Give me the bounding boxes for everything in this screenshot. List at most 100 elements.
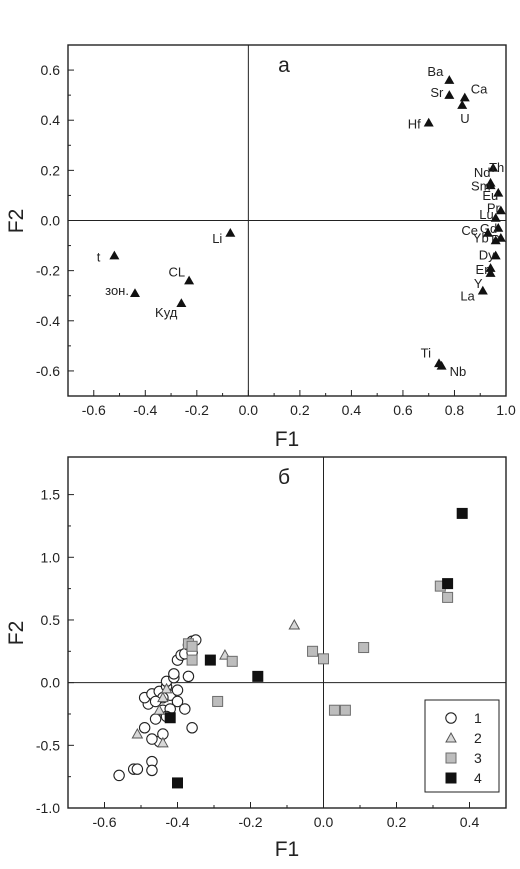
x-axis-title-b: F1 <box>275 838 300 861</box>
series-1-point <box>179 703 191 715</box>
point-kуд <box>176 298 187 307</box>
point-label-la: La <box>460 289 475 304</box>
series-1-point <box>149 713 162 725</box>
panel-letter-b: б <box>278 466 290 489</box>
y-tick-label: 1.5 <box>41 487 61 503</box>
point-u <box>457 100 468 109</box>
series-2-point <box>153 704 166 715</box>
x-tick-label: 0.8 <box>445 402 465 418</box>
x-tick-label: 0.4 <box>460 814 480 830</box>
panel-b: -0.6 -0.4 -0.2 0.0 0.2 0.4 1.5 1.0 0.5 0.0 -0.5 -1.… <box>5 456 507 861</box>
point-yb <box>490 235 501 245</box>
series-3-point <box>212 695 224 707</box>
point-label-eu: Eu <box>482 188 498 203</box>
points-a: BaCaSrUHfThNdSmEuPrLuGdCePYbDyErYLaTiNbL… <box>97 64 506 379</box>
point-label-ba: Ba <box>427 64 444 79</box>
series-4-point <box>164 712 176 724</box>
legend-label-2: 2 <box>474 730 482 746</box>
series-3-point <box>186 654 198 666</box>
series-4-point <box>442 578 454 590</box>
point-th <box>488 162 499 172</box>
y-tick-label: 0.4 <box>41 112 61 128</box>
legend-marker-1 <box>445 712 457 724</box>
point-label-ce: Ce <box>461 223 478 238</box>
point-label-nb: Nb <box>450 364 467 379</box>
x-tick-label: 0.4 <box>342 402 362 418</box>
x-axis-title-a: F1 <box>275 428 300 451</box>
legend-label-1: 1 <box>474 710 482 726</box>
series-1-point <box>113 769 125 782</box>
point-label-yb: Yb <box>473 231 489 246</box>
series-2-point <box>160 682 173 694</box>
series-4-point <box>252 670 264 682</box>
series-3-point <box>339 704 351 716</box>
series-1-point <box>138 722 151 734</box>
series-3-point <box>358 642 370 654</box>
panel-a: -0.6 -0.4 -0.2 0.0 0.2 0.4 0.6 0.8 1.0 0.6 0.4 0.2 0… <box>5 44 516 451</box>
point-ba <box>444 75 455 84</box>
series-1-point <box>146 733 158 745</box>
point-label-sm: Sm <box>471 178 491 193</box>
x-tick-label: 0.2 <box>290 402 310 418</box>
point-label-u: U <box>460 111 469 126</box>
legend-marker-4 <box>445 772 457 784</box>
point-label-kуд: Kуд <box>155 305 178 320</box>
series-1-point <box>131 763 144 775</box>
x-tick-label: -0.4 <box>133 402 157 418</box>
series-1-point <box>182 670 195 683</box>
series-4-point <box>172 777 183 789</box>
series-2-point <box>157 691 169 703</box>
y-tick-label: -0.6 <box>36 363 60 379</box>
y-axis-title-a: F2 <box>5 209 28 234</box>
point-label-gd: Gd <box>480 221 497 236</box>
x-tick-label: -0.2 <box>185 402 209 418</box>
series-3-point <box>328 704 340 716</box>
point-gd <box>493 223 504 232</box>
point-hf <box>423 117 434 127</box>
y-tick-label: 0.6 <box>41 62 61 78</box>
point-label-pr: Pr <box>487 200 501 215</box>
point-label-y: Y <box>474 276 483 291</box>
point-label-er: Er <box>476 262 490 277</box>
point-p <box>495 233 506 242</box>
point-label-ti: Ti <box>421 345 431 360</box>
y-axis-title-b: F2 <box>5 621 28 646</box>
point-зон <box>129 288 140 297</box>
point-y <box>485 268 496 277</box>
point-ce <box>482 228 493 237</box>
point-label-ca: Ca <box>471 82 488 97</box>
series-1-point <box>146 764 158 777</box>
point-label-th: Th <box>489 160 504 175</box>
series-1-point <box>186 722 198 734</box>
legend-marker-3 <box>445 752 457 764</box>
x-tick-label: 0.0 <box>239 402 259 418</box>
ticks-a: -0.6 -0.4 -0.2 0.0 0.2 0.4 0.6 0.8 1.0 0.6 0.4 0.2 0… <box>36 62 516 418</box>
point-nb <box>436 360 447 370</box>
series-1-point <box>168 668 180 680</box>
points-b <box>113 507 468 789</box>
point-la <box>477 285 488 295</box>
series-3-point <box>318 653 329 665</box>
point-sr <box>444 90 455 99</box>
series-4-point <box>456 507 468 519</box>
x-tick-label: -0.6 <box>92 814 116 830</box>
point-cl <box>184 275 195 285</box>
x-tick-label: 0.6 <box>393 402 413 418</box>
x-tick-label: 1.0 <box>496 402 516 418</box>
x-tick-label: -0.4 <box>165 814 189 830</box>
series-2-point <box>288 618 301 630</box>
point-label-t: t <box>97 250 101 265</box>
x-tick-label: -0.2 <box>238 814 262 830</box>
point-label-li: Li <box>212 231 222 246</box>
legend: 1 2 3 4 <box>424 699 500 793</box>
point-t <box>109 250 120 260</box>
point-li <box>225 228 236 237</box>
series-3-point <box>442 591 454 603</box>
point-lu <box>490 212 501 222</box>
point-label-sr: Sr <box>430 85 444 100</box>
y-tick-label: -0.5 <box>36 737 60 753</box>
y-tick-label: 1.0 <box>41 549 61 565</box>
series-4-point <box>204 654 216 666</box>
